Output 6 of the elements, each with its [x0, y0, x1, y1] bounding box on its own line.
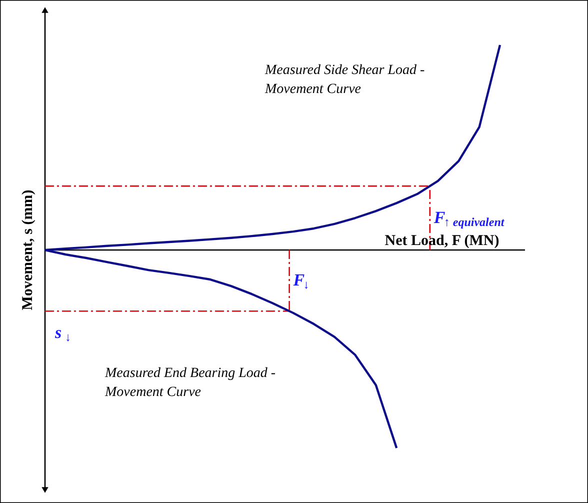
annotation: Measured Side Shear Load - Movement Curve	[264, 63, 426, 97]
x-axis-title: Net Load, F (MN)	[384, 233, 500, 249]
y-axis-title: Movement, s (mm)	[20, 190, 36, 310]
text: F↓	[293, 270, 310, 292]
annotation: Measured End Bearing Load - Movement Curve	[104, 366, 276, 400]
text: s↓	[55, 323, 71, 344]
